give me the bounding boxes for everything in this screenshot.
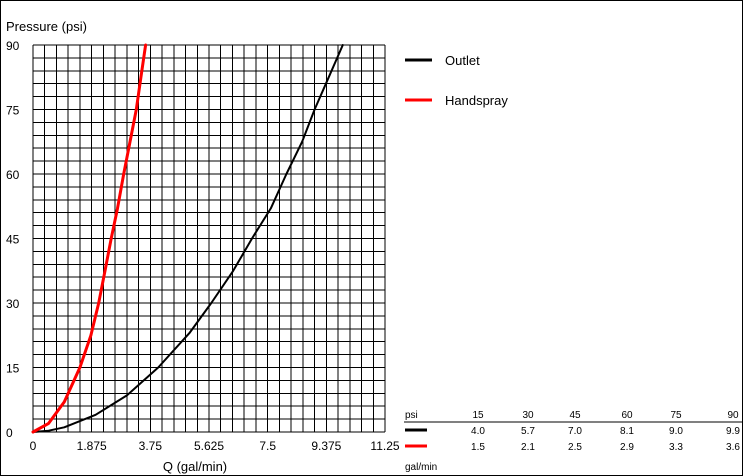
x-tick-label: 9.375 (311, 439, 341, 453)
table-cell: 2.1 (521, 442, 535, 453)
legend: Outlet Handspray (405, 53, 508, 108)
table-cell: 9.9 (726, 426, 740, 437)
table-column-header: 30 (522, 410, 534, 421)
x-tick-labels: 0 1.875 3.75 5.625 7.5 9.375 11.25 (30, 439, 400, 453)
x-tick-label: 1.875 (77, 439, 107, 453)
table-cell: 2.5 (568, 442, 582, 453)
table-column-header: 45 (569, 410, 581, 421)
flow-table: psi 15 30 45 60 75 90 4.0 5.7 7.0 8.1 9.0 9.9 1.5 2.1 2… (404, 410, 742, 473)
legend-label: Outlet (445, 53, 480, 68)
grid-lines (32, 44, 386, 433)
y-tick-label: 60 (6, 168, 20, 182)
y-tick-label: 90 (6, 39, 20, 53)
y-tick-label: 0 (6, 426, 13, 440)
table-cell: 9.0 (669, 426, 683, 437)
x-tick-label: 3.75 (139, 439, 163, 453)
x-tick-label: 11.25 (370, 439, 399, 453)
curves (31, 43, 344, 434)
table-unit-label: gal/min (405, 462, 437, 473)
x-tick-label: 5.625 (194, 439, 224, 453)
table-cell: 3.3 (669, 442, 683, 453)
table-column-header: 15 (472, 410, 484, 421)
table-cell: 7.0 (568, 426, 582, 437)
y-axis-title: Pressure (psi) (6, 19, 87, 34)
y-tick-label: 15 (6, 362, 20, 376)
x-tick-label: 0 (30, 439, 37, 453)
table-cell: 1.5 (471, 442, 485, 453)
y-tick-labels: 0 15 30 45 60 75 90 (6, 39, 20, 440)
x-tick-label: 7.5 (259, 439, 276, 453)
y-tick-label: 30 (6, 297, 20, 311)
series-line-outlet (32, 44, 344, 433)
y-tick-label: 75 (6, 104, 20, 118)
table-column-header: 60 (621, 410, 633, 421)
y-tick-label: 45 (6, 233, 20, 247)
legend-label: Handspray (445, 93, 508, 108)
table-cell: 8.1 (620, 426, 634, 437)
table-header-label: psi (405, 410, 418, 421)
x-axis-title: Q (gal/min) (163, 459, 227, 474)
table-column-header: 90 (727, 410, 739, 421)
table-cell: 4.0 (471, 426, 485, 437)
table-cell: 2.9 (620, 442, 634, 453)
table-column-header: 75 (670, 410, 682, 421)
series-line-handspray (31, 43, 148, 434)
table-cell: 5.7 (521, 426, 535, 437)
table-cell: 3.6 (726, 442, 740, 453)
